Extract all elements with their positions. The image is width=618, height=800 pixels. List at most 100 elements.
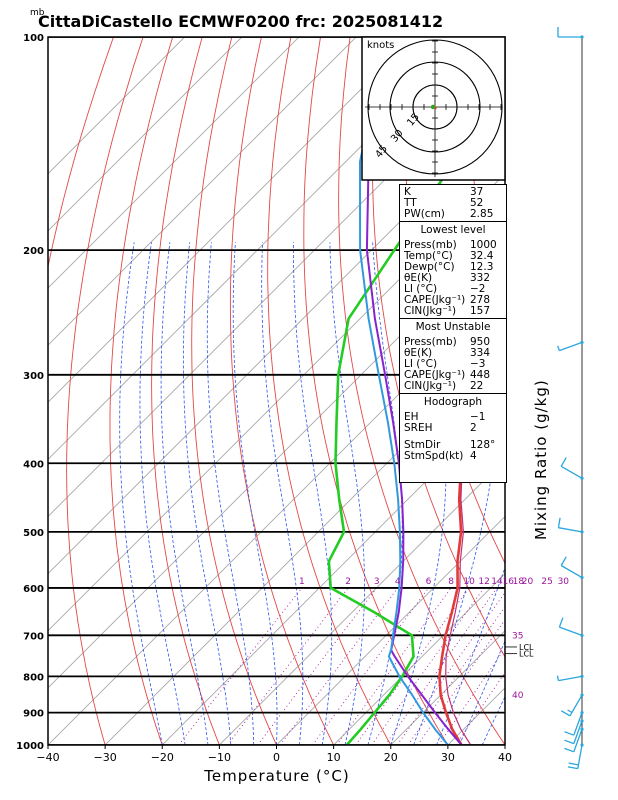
isotherm-line (48, 37, 300, 289)
isotherm-line (390, 630, 505, 745)
index-row: SREH 2 (400, 423, 506, 434)
index-row: Press(mb) 950 (400, 337, 506, 348)
index-key: LI (°C) (404, 358, 438, 370)
isotherm-line (161, 401, 505, 745)
isotherm-line (48, 37, 243, 232)
pressure-tick-label: 600 (23, 584, 44, 595)
index-value: 128° (470, 439, 496, 451)
chart-title: CittaDiCastello ECMWF0200 frc: 202508141… (38, 12, 443, 31)
profile-dew-point (327, 93, 505, 745)
wind-barb (564, 727, 584, 753)
wind-barb (557, 340, 584, 352)
index-key: CAPE(Jkg⁻¹) (404, 369, 466, 381)
panel-section-title: Most Unstable (415, 321, 491, 333)
mixing-ratio-tick-label: 16 (503, 577, 515, 587)
mixing-ratio-line (257, 587, 378, 745)
index-key: StmSpd(kt) (404, 450, 464, 462)
dry-adiabat-line (303, 37, 449, 745)
wind-barb (556, 674, 584, 682)
side-label: 40 (512, 691, 524, 701)
mixing-ratio-tick-label: 18 (513, 577, 525, 587)
index-key: CIN(Jkg⁻¹) (404, 380, 457, 392)
mixing-ratio-line (371, 587, 485, 745)
pressure-tick-label: 200 (23, 246, 44, 257)
index-row: PW(cm) 2.85 (400, 209, 506, 220)
wind-barbs (556, 27, 584, 770)
index-value: 1000 (470, 239, 497, 251)
wind-barb (557, 517, 584, 534)
moist-adiabat-line (261, 242, 304, 745)
isotherm-line (48, 37, 357, 346)
dry-adiabat-line (66, 37, 144, 745)
index-key: CAPE(Jkg⁻¹) (404, 294, 466, 306)
mixing-ratio-line (417, 618, 505, 745)
index-row: θE(K) 334 (400, 348, 506, 359)
index-row: LI (°C) −2 (400, 284, 506, 295)
pressure-tick-label: 700 (23, 631, 44, 642)
panel-separator (400, 318, 506, 319)
index-value: 2 (470, 422, 477, 434)
mixing-ratio-tick-label: 2 (345, 577, 351, 587)
mixing-ratio-tick-label: 4 (395, 577, 401, 587)
dry-adiabat-line (338, 37, 505, 745)
pressure-tick-label: 300 (23, 371, 44, 382)
index-key: K (404, 186, 411, 198)
index-value: 12.3 (470, 261, 494, 273)
mixing-ratio-line (384, 587, 498, 745)
index-value: 4 (470, 450, 477, 462)
moist-adiabat-line (390, 242, 447, 745)
mixing-ratio-tick-label: 25 (541, 577, 552, 587)
index-value: 334 (470, 347, 491, 359)
lcl-label: LCL (519, 650, 534, 659)
wind-barb (560, 556, 584, 580)
dry-adiabat-line (267, 37, 392, 745)
index-key: Dewp(°C) (404, 261, 455, 273)
index-key: Press(mb) (404, 336, 457, 348)
index-value: 22 (470, 380, 484, 392)
index-row: Press(mb) 1000 (400, 240, 506, 251)
mixing-ratio-line (407, 606, 505, 745)
index-value: 332 (470, 272, 491, 284)
moist-adiabat-line (119, 242, 163, 745)
lcl-label: LCL (519, 643, 534, 652)
index-row: Temp(°C) 32.4 (400, 251, 506, 262)
index-key: TT (404, 197, 417, 209)
index-row: CIN(Jkg⁻¹) 22 (400, 381, 506, 392)
panel-separator (400, 221, 506, 222)
x-tick-label: 20 (384, 751, 398, 764)
pressure-tick-label: 800 (23, 672, 44, 683)
index-value: 278 (470, 294, 491, 306)
index-key: LI (°C) (404, 283, 438, 295)
pressure-tick-label: 900 (23, 709, 44, 720)
x-tick-label: 30 (441, 751, 455, 764)
profile-moist-profile (359, 92, 449, 745)
isotherm-line (48, 230, 505, 689)
dry-adiabat-line (613, 5, 618, 760)
x-tick-label: 0 (273, 751, 280, 764)
x-tick-label: −30 (93, 751, 116, 764)
x-tick-label: 40 (498, 751, 512, 764)
index-key: θE(K) (404, 272, 433, 284)
isotherm-line (547, 5, 618, 760)
index-key: Temp(°C) (404, 250, 453, 262)
mixing-ratio-tick-label: 3 (374, 577, 380, 587)
isotherm-line (48, 37, 186, 175)
index-value: −2 (470, 283, 486, 295)
moist-adiabat-line (436, 566, 505, 745)
wind-barb (560, 693, 584, 717)
mixing-ratio-tick-label: 8 (448, 577, 454, 587)
mixing-ratio-tick-label: 6 (426, 577, 432, 587)
index-row: CAPE(Jkg⁻¹) 448 (400, 370, 506, 381)
mixing-ratio-tick-label: 30 (558, 577, 570, 587)
x-tick-label: −10 (208, 751, 231, 764)
isotherm-line (218, 458, 505, 745)
index-row: StmSpd(kt) 4 (400, 451, 506, 462)
wind-barb (564, 719, 584, 745)
mixing-ratio-tick-label: 12 (478, 577, 489, 587)
moist-adiabat-line (139, 242, 186, 745)
pressure-units-label: mb (30, 8, 45, 18)
index-key: SREH (404, 422, 433, 434)
index-row: LI (°C) −3 (400, 359, 506, 370)
index-row: StmDir 128° (400, 440, 506, 451)
